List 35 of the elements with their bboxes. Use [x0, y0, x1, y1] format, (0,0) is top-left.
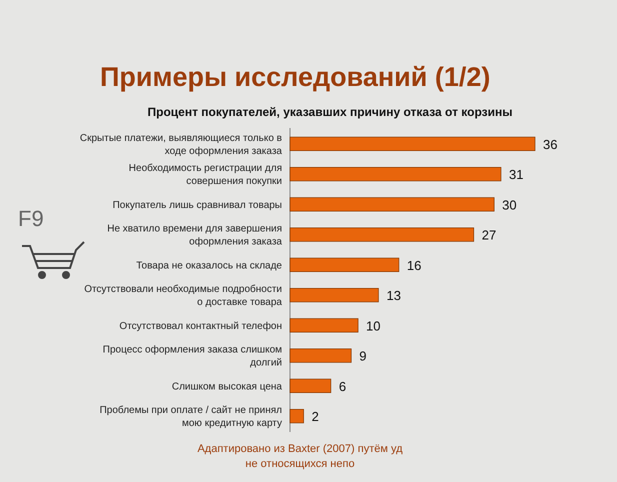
- y-tick-label: Товара не оказалось на складе: [136, 260, 282, 272]
- data-label: 9: [359, 348, 366, 364]
- bar: [290, 409, 304, 424]
- bar: [290, 348, 352, 363]
- bar: [290, 288, 379, 302]
- text: Адаптировано из Baxter (2007) путём уд: [197, 443, 404, 455]
- text: F9: [18, 206, 44, 231]
- data-label: 6: [338, 378, 346, 394]
- y-tick-label: Процесс оформления заказа слишком долгий: [102, 344, 282, 369]
- data-label: 2: [312, 409, 319, 424]
- y-tick-label: Слишком высокая цена: [172, 381, 282, 392]
- y-tick-label: Необходимость регистрации для совершения покупки: [128, 163, 282, 188]
- y-tick-label: Проблемы при оплате / сайт не принял мою кредитную карту: [100, 405, 282, 430]
- y-tick-label: Отсутствовали необходимые подробности о доставке товара: [84, 284, 282, 308]
- chart-title: Примеры исследований (1/2): [100, 62, 490, 92]
- bar: [290, 258, 400, 272]
- bar: [290, 228, 474, 242]
- chart-subtitle: Процент покупателей, указавших причину отказа от корзины: [148, 105, 512, 119]
- bar: [290, 318, 358, 332]
- text: не относящихся непо: [245, 458, 355, 470]
- y-tick-label: Скрытые платежи, выявляющиеся только в ходе оформления заказа: [80, 132, 282, 157]
- bar: [290, 378, 332, 393]
- data-label: 10: [366, 318, 381, 334]
- data-label: 30: [502, 197, 517, 212]
- y-tick-label: Отсутствовал контактный телефон: [119, 320, 282, 332]
- y-tick-label: Покупатель лишь сравнивал товары: [112, 200, 282, 211]
- data-label: 16: [406, 258, 422, 273]
- data-label: 31: [508, 167, 524, 182]
- y-tick-label: Не хватило времени для завершения оформления заказа: [107, 224, 282, 248]
- data-label: 13: [386, 288, 401, 304]
- bar: [290, 136, 536, 151]
- data-label: 36: [543, 136, 558, 152]
- data-label: 27: [482, 228, 496, 243]
- bar: [290, 197, 494, 212]
- bar: [290, 167, 502, 182]
